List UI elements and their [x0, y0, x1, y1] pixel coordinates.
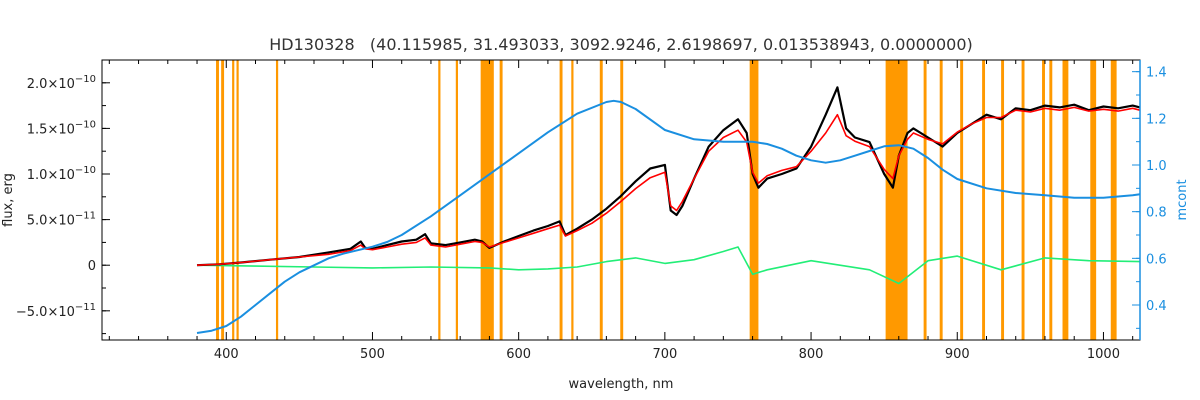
right-tick-label: 0.8 [1146, 206, 1167, 221]
y-tick-label: 1.0×10−10 [27, 165, 96, 183]
y-tick-label: −5.0×10−11 [16, 302, 96, 320]
masked-region [236, 60, 239, 340]
masked-regions [216, 60, 1117, 340]
x-axis-label: wavelength, nm [569, 377, 674, 392]
x-tick-label: 500 [360, 347, 385, 362]
observed-series [196, 86, 1141, 267]
y-tick-label: 1.5×10−10 [27, 119, 96, 137]
right-tick-label: 1.4 [1146, 66, 1167, 81]
y-tick-label: 0 [88, 259, 96, 274]
x-axis-ticks: 400 500 600 700 800 900 1000 [108, 60, 1134, 362]
right-tick-label: 0.6 [1146, 252, 1167, 267]
continuum-series [196, 99, 1141, 334]
masked-region [1001, 60, 1005, 340]
masked-region [1021, 60, 1025, 340]
x-tick-label: 800 [799, 347, 824, 362]
masked-region [480, 60, 494, 340]
masked-region [939, 60, 943, 340]
masked-region [960, 60, 964, 340]
masked-region [499, 60, 503, 340]
masked-region [1049, 60, 1053, 340]
y-tick-label: 5.0×10−11 [27, 211, 96, 229]
masked-region [438, 60, 441, 340]
right-axis-ticks: 0.4 0.6 0.8 1.0 1.2 1.4 [1132, 60, 1167, 340]
x-tick-label: 900 [945, 347, 970, 362]
x-tick-label: 400 [214, 347, 239, 362]
right-tick-label: 1.2 [1146, 112, 1167, 127]
masked-region [275, 60, 279, 340]
masked-region [885, 60, 908, 340]
series-lines [196, 86, 1141, 334]
masked-region [455, 60, 458, 340]
masked-region [1062, 60, 1069, 340]
masked-region [232, 60, 235, 340]
model-series [196, 106, 1141, 266]
masked-region [1090, 60, 1097, 340]
masked-region [216, 60, 219, 340]
chart-title: HD130328 (40.115985, 31.493033, 3092.924… [269, 35, 973, 54]
masked-region [749, 60, 759, 340]
residual-series [196, 246, 1141, 285]
y-axis-ticks: −5.0×10−11 0 5.0×10−11 1.0×10−10 1.5×10−10 2.… [16, 74, 110, 335]
x-tick-label: 600 [506, 347, 531, 362]
right-tick-label: 0.4 [1146, 299, 1167, 314]
masked-region [559, 60, 563, 340]
y-axis-label: flux, erg [1, 173, 16, 227]
masked-region [571, 60, 574, 340]
masked-region [982, 60, 986, 340]
right-tick-label: 1.0 [1146, 159, 1167, 174]
masked-region [1110, 60, 1117, 340]
x-tick-label: 1000 [1087, 347, 1120, 362]
x-tick-label: 700 [652, 347, 677, 362]
masked-region [221, 60, 225, 340]
masked-region [1042, 60, 1045, 340]
masked-region [923, 60, 927, 340]
y-tick-label: 2.0×10−10 [27, 74, 96, 92]
right-axis-label: mcont [1175, 179, 1190, 220]
masked-region [599, 60, 603, 340]
